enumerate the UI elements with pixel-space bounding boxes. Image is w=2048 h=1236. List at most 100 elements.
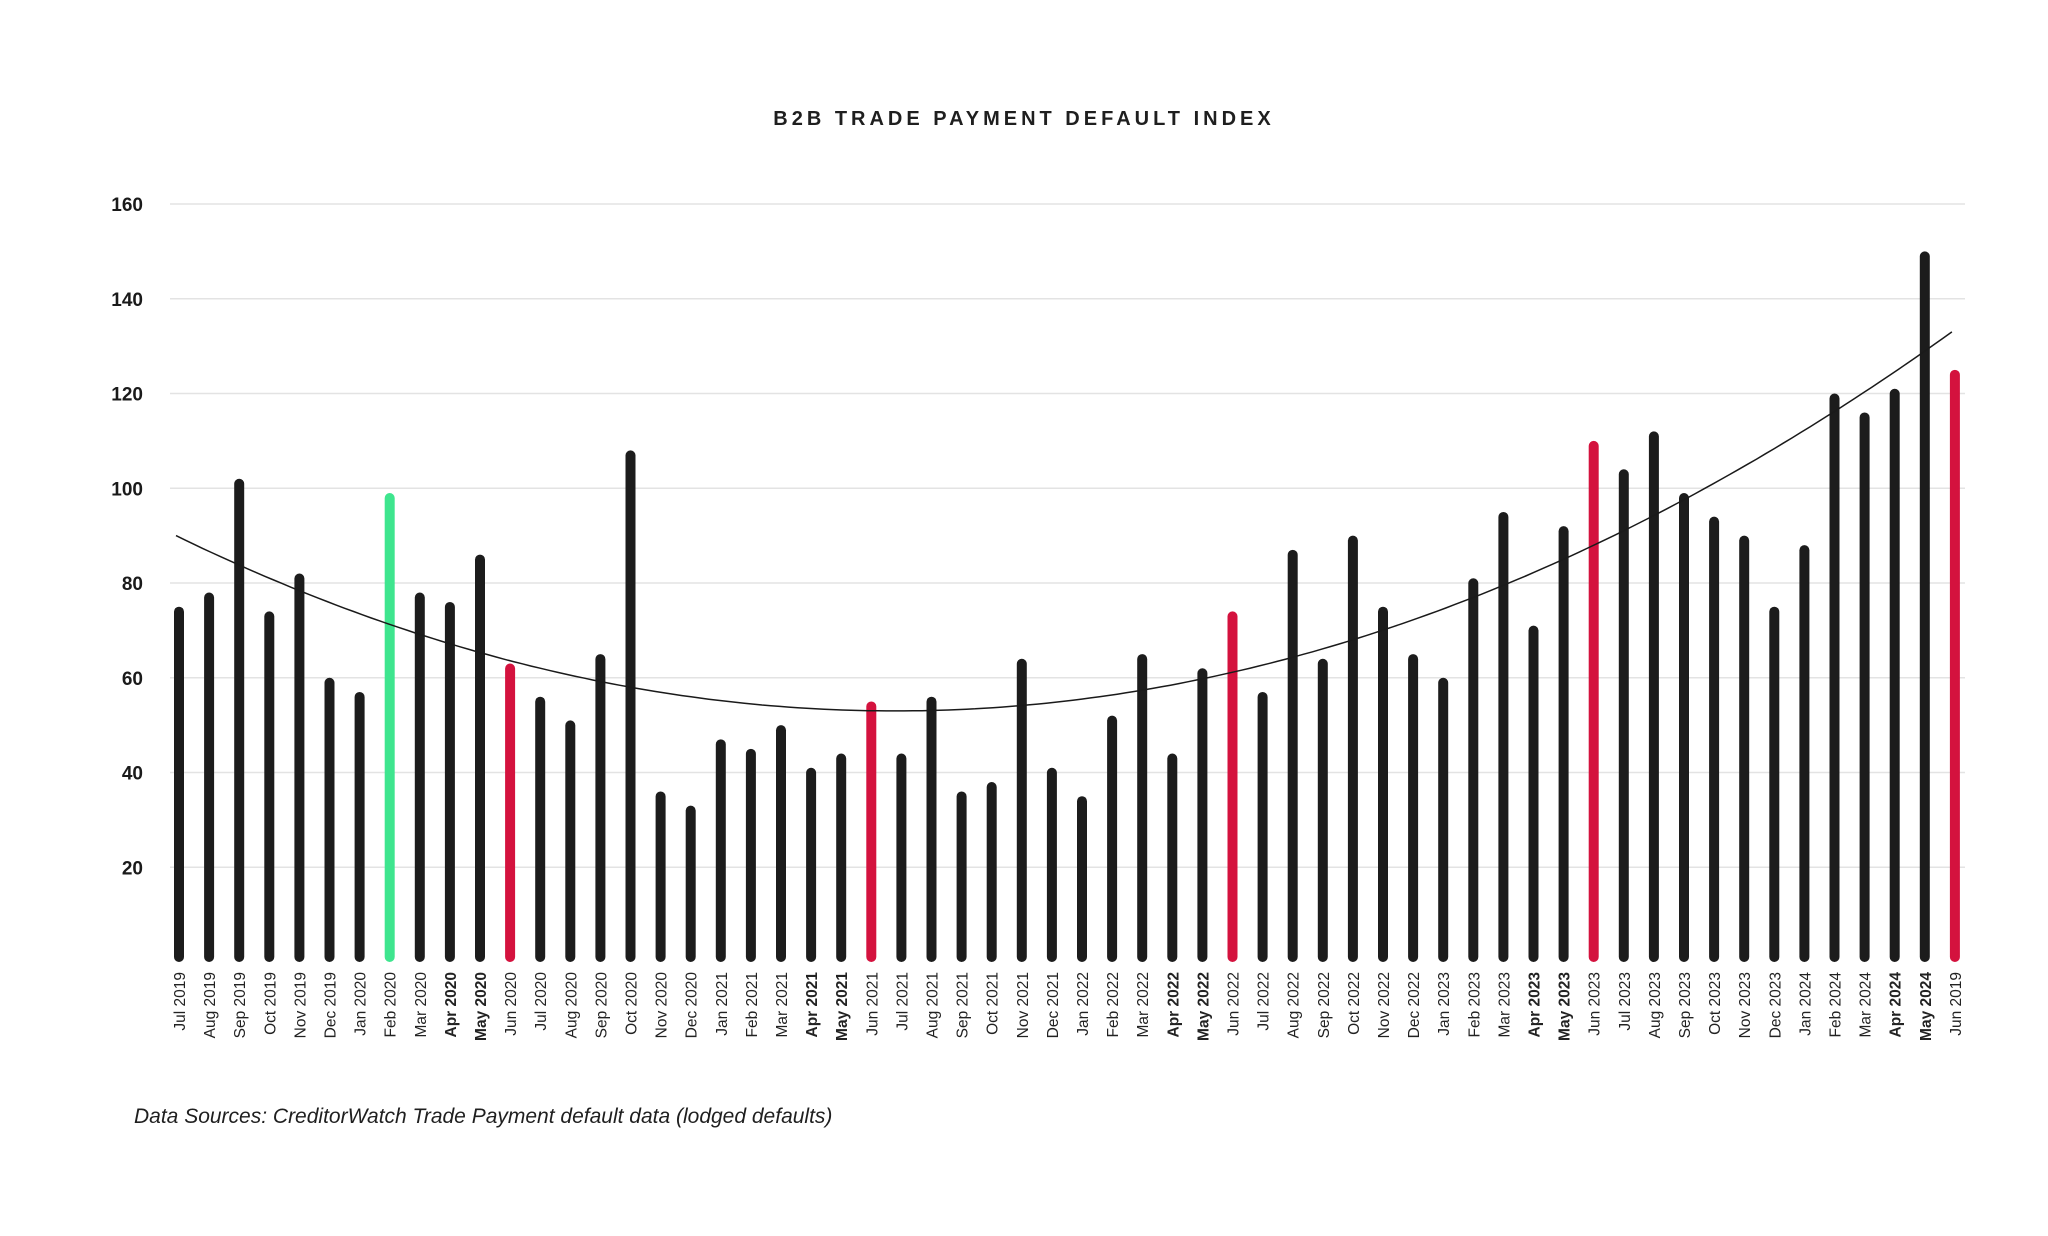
x-tick-label: Mar 2022 [1135, 972, 1152, 1037]
x-tick-label: Aug 2020 [563, 972, 580, 1039]
bar-jun-2019 [1949, 369, 1960, 962]
bar-apr-2024 [1889, 388, 1900, 962]
x-tick-label: Jun 2022 [1226, 972, 1243, 1036]
bar-oct-2023 [1709, 516, 1720, 962]
bar-feb-2020 [384, 492, 395, 962]
x-tick-label: Nov 2021 [1015, 972, 1032, 1038]
x-tick-label: Jul 2022 [1256, 972, 1273, 1031]
x-tick-label: Feb 2022 [1105, 972, 1122, 1038]
x-tick-label: Sep 2021 [955, 972, 972, 1038]
x-tick-label: May 2020 [473, 972, 490, 1041]
x-tick-label: Mar 2024 [1858, 972, 1875, 1038]
bar-dec-2020 [685, 805, 696, 962]
x-tick-label: Oct 2021 [985, 972, 1002, 1035]
x-tick-label: Aug 2019 [202, 972, 219, 1038]
x-tick-label: Apr 2020 [443, 972, 460, 1037]
bar-mar-2021 [776, 725, 786, 962]
bar-jul-2020 [535, 696, 546, 962]
bar-apr-2023 [1528, 625, 1539, 962]
bar-may-2023 [1558, 526, 1569, 962]
bar-nov-2019 [294, 573, 305, 962]
x-tick-label: Mar 2021 [774, 972, 791, 1037]
x-tick-label: Oct 2019 [262, 972, 279, 1035]
x-tick-label: Dec 2020 [684, 972, 701, 1039]
y-tick-label: 100 [111, 479, 143, 500]
bar-jun-2022 [1227, 611, 1238, 962]
x-tick-label: Dec 2022 [1406, 972, 1423, 1038]
bar-mar-2024 [1859, 412, 1870, 962]
x-tick-label: Jan 2020 [353, 972, 370, 1036]
bar-aug-2019 [204, 592, 215, 962]
bar-may-2021 [836, 753, 847, 962]
bar-sep-2019 [234, 478, 245, 962]
bar-jun-2020 [505, 663, 516, 962]
trend-line-group [175, 331, 1953, 712]
bar-nov-2022 [1378, 606, 1388, 962]
bar-aug-2023 [1648, 431, 1659, 962]
bar-apr-2020 [444, 601, 455, 962]
bar-oct-2021 [986, 781, 997, 962]
x-tick-label: Feb 2020 [383, 972, 400, 1038]
bar-jul-2019 [174, 606, 184, 962]
y-axis-ticks: 20 40 60 80 100 120 140 160 [111, 195, 143, 879]
x-tick-label: Nov 2020 [654, 972, 671, 1039]
y-tick-label: 120 [111, 385, 143, 406]
y-tick-label: 140 [111, 290, 143, 311]
bar-jan-2023 [1438, 677, 1449, 962]
x-tick-label: Oct 2023 [1707, 972, 1724, 1035]
bar-apr-2022 [1167, 753, 1178, 962]
bar-sep-2023 [1679, 492, 1689, 962]
bar-jun-2023 [1588, 440, 1599, 962]
gridlines [170, 203, 1965, 868]
x-tick-label: Nov 2022 [1376, 972, 1393, 1038]
bar-oct-2022 [1347, 535, 1358, 962]
bar-feb-2022 [1107, 715, 1118, 962]
bar-dec-2021 [1046, 767, 1057, 962]
x-tick-label: Jun 2019 [1948, 972, 1965, 1036]
x-tick-label: Nov 2019 [292, 972, 309, 1038]
bar-dec-2022 [1408, 654, 1419, 962]
bar-jan-2020 [354, 691, 365, 962]
source-note: Data Sources: CreditorWatch Trade Paymen… [134, 1105, 833, 1128]
bars [174, 251, 1960, 962]
x-tick-label: Oct 2022 [1346, 972, 1363, 1035]
y-tick-label: 40 [122, 764, 143, 785]
x-tick-label: Sep 2020 [593, 972, 610, 1039]
bar-may-2022 [1197, 668, 1208, 962]
x-tick-label: Aug 2023 [1647, 972, 1664, 1038]
bar-nov-2020 [655, 791, 666, 962]
x-tick-label: Dec 2023 [1767, 972, 1784, 1038]
x-tick-label: May 2022 [1195, 972, 1212, 1041]
x-tick-label: Feb 2023 [1466, 972, 1483, 1038]
x-tick-label: Aug 2021 [925, 972, 942, 1038]
x-tick-label: Aug 2022 [1286, 972, 1303, 1038]
x-tick-label: Jun 2021 [864, 972, 881, 1036]
bar-sep-2021 [956, 791, 967, 962]
bar-may-2024 [1919, 251, 1930, 962]
bar-aug-2020 [565, 720, 576, 962]
bar-feb-2021 [745, 748, 756, 962]
x-tick-label: Sep 2022 [1316, 972, 1333, 1038]
bar-aug-2021 [926, 696, 937, 962]
bar-dec-2023 [1769, 606, 1780, 962]
bar-jul-2023 [1618, 469, 1629, 962]
bar-jul-2021 [896, 753, 907, 962]
x-tick-label: Dec 2019 [323, 972, 340, 1038]
chart-title: B2B TRADE PAYMENT DEFAULT INDEX [773, 108, 1275, 130]
bar-may-2020 [475, 554, 485, 962]
bar-mar-2022 [1137, 654, 1148, 962]
x-tick-label: Mar 2023 [1496, 972, 1513, 1037]
bar-aug-2022 [1287, 549, 1298, 962]
x-tick-label: Jun 2023 [1587, 972, 1604, 1036]
trend-line [175, 331, 1953, 712]
x-tick-label: Jan 2021 [714, 972, 731, 1036]
x-tick-label: May 2023 [1557, 972, 1574, 1041]
bar-sep-2022 [1317, 658, 1328, 962]
x-tick-label: Apr 2022 [1165, 972, 1182, 1037]
x-tick-label: Feb 2021 [744, 972, 761, 1038]
bar-feb-2023 [1468, 578, 1479, 962]
x-tick-label: Jan 2023 [1436, 972, 1453, 1036]
y-tick-label: 20 [122, 858, 143, 879]
bar-jul-2022 [1257, 691, 1268, 962]
y-tick-label: 60 [122, 669, 143, 690]
